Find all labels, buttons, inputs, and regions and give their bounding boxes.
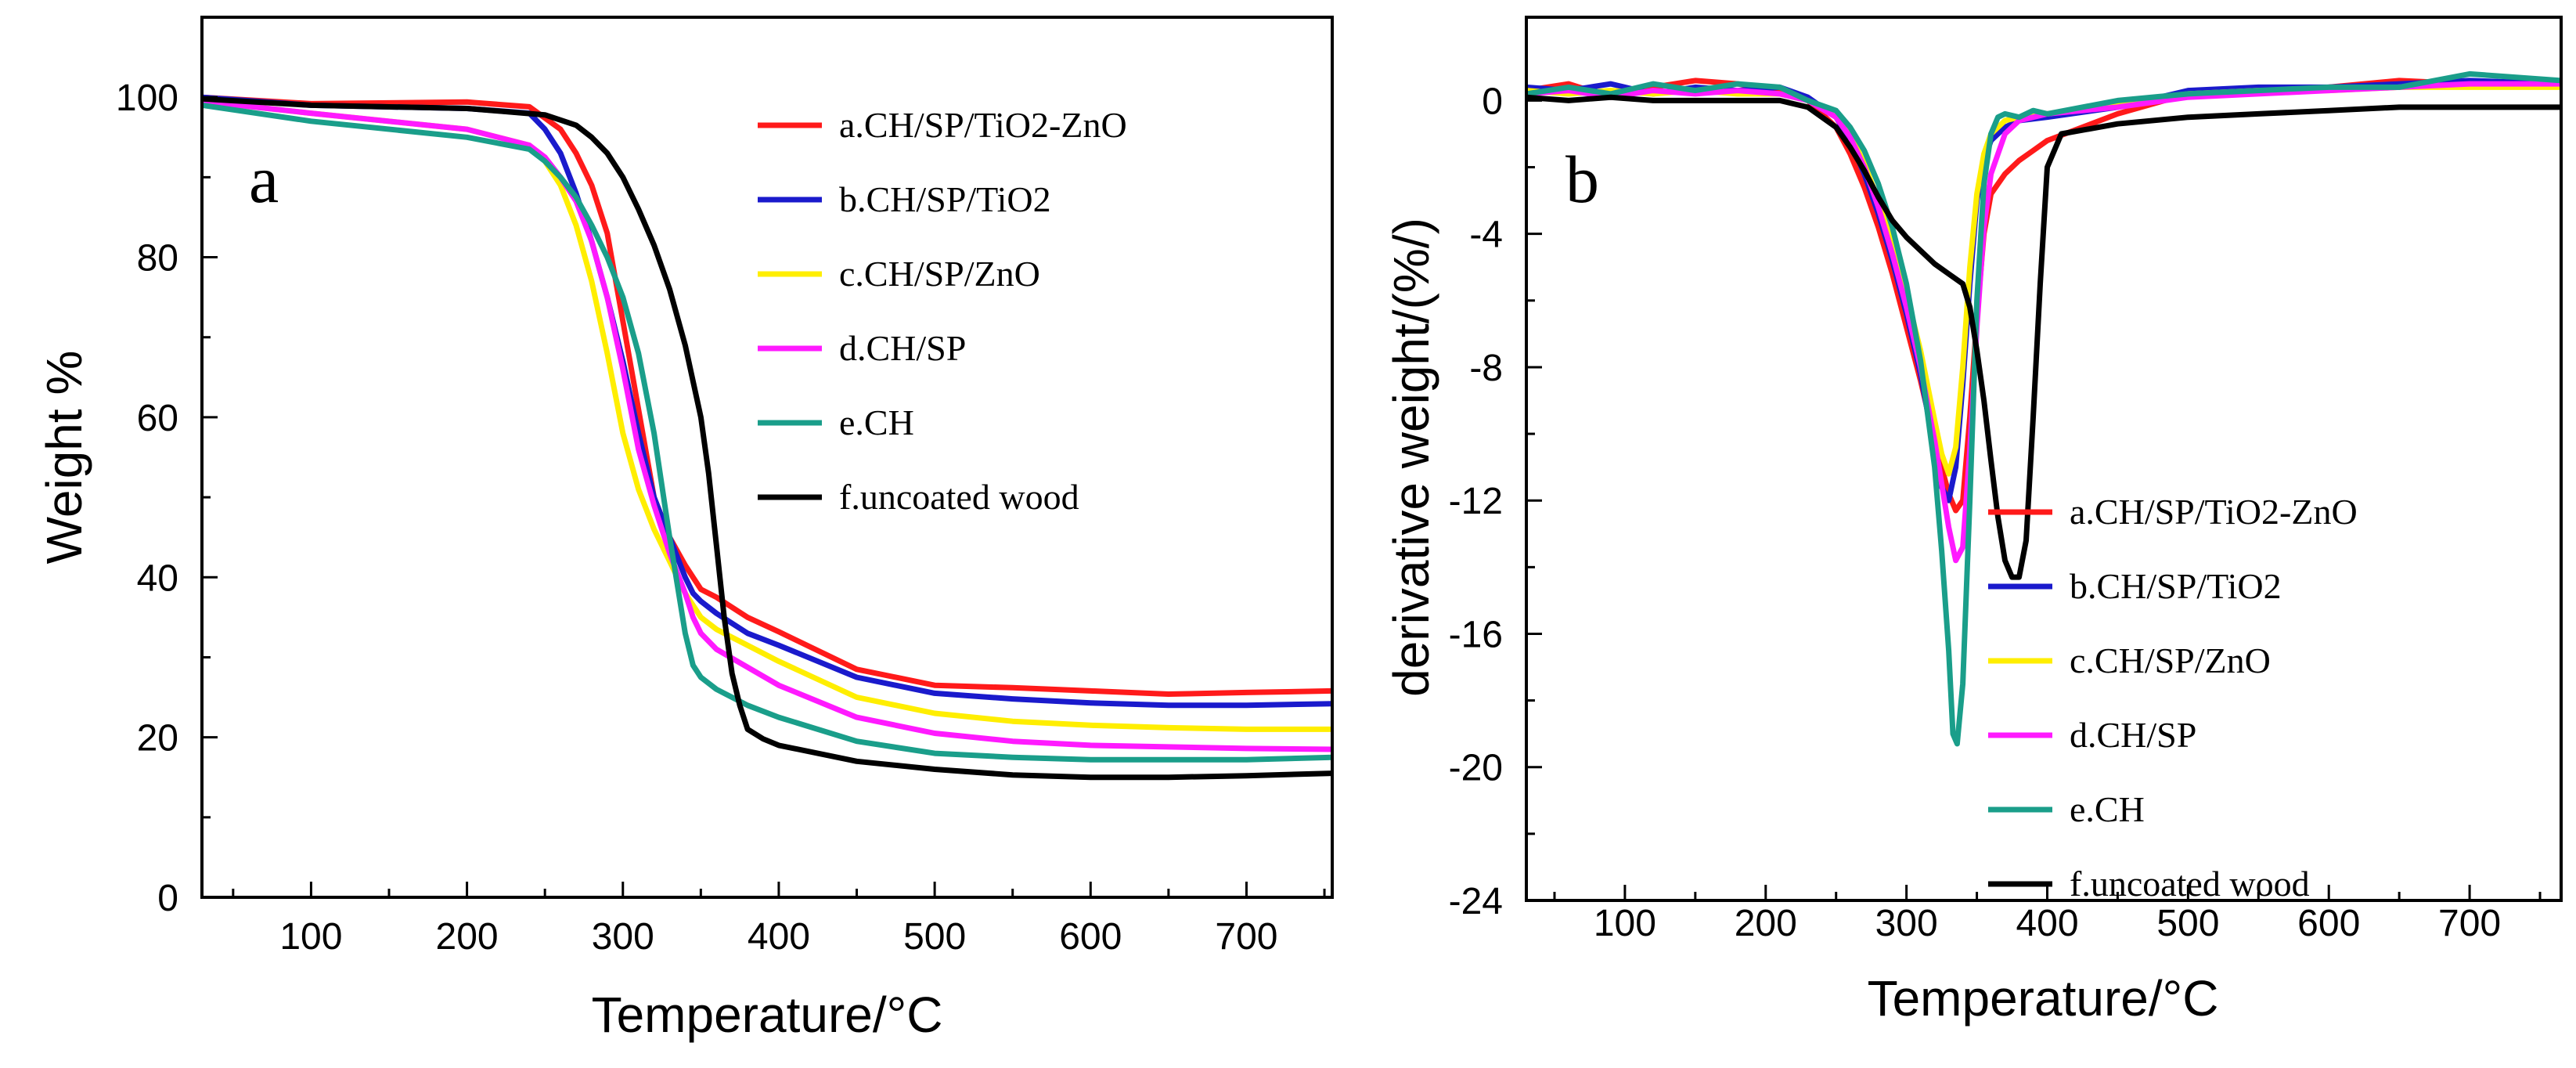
series-line-e [202, 102, 1332, 763]
legend-label: d.CH/SP [839, 328, 966, 368]
legend: a.CH/SP/TiO2-ZnO b.CH/SP/TiO2 c.CH/SP/ZnO d… [758, 105, 1127, 517]
x-tick-label: 100 [1594, 903, 1656, 944]
legend-label: d.CH/SP [2070, 715, 2196, 755]
legend-label: a.CH/SP/TiO2-ZnO [2070, 492, 2358, 532]
x-tick-label: 300 [592, 916, 654, 958]
y-axis-title: Weight % [36, 351, 92, 565]
x-tick-label: 600 [1059, 916, 1122, 958]
panel-b: 100 200 300 400 500 600 700 0 -4 -8 -12 -16 -20 -24 b T… [1383, 16, 2563, 1027]
x-tick-label: 400 [748, 916, 810, 958]
y-tick-label: 80 [137, 238, 178, 280]
y-tick-label: -12 [1449, 481, 1503, 522]
series-line-d [1526, 81, 2561, 564]
panel-a: 100 200 300 400 500 600 700 0 20 40 60 80 100 a Temper… [36, 16, 1334, 1043]
x-tick-label: 300 [1875, 903, 1938, 944]
legend-label: f.uncoated wood [839, 477, 1079, 517]
x-tick-label: 500 [2156, 903, 2219, 944]
series-line-c [202, 98, 1332, 732]
y-tick-label: 40 [137, 557, 178, 599]
panel-label: b [1565, 142, 1599, 217]
x-axis-title: Temperature/°C [592, 987, 943, 1043]
plot-frame [200, 16, 1334, 899]
legend-label: a.CH/SP/TiO2-ZnO [839, 105, 1127, 145]
y-tick-label: -20 [1449, 748, 1503, 789]
y-tick-label: 100 [116, 78, 178, 119]
y-tick-label: 0 [157, 878, 178, 919]
y-tick-label: -8 [1469, 348, 1503, 389]
series-line-f [202, 96, 1332, 781]
series-layer [202, 94, 1332, 781]
series-line-e [1526, 70, 2561, 747]
x-tick-label: 400 [2016, 903, 2078, 944]
legend-label: c.CH/SP/ZnO [2070, 640, 2271, 680]
legend-label: b.CH/SP/TiO2 [2070, 566, 2282, 606]
x-tick-label: 200 [436, 916, 499, 958]
legend-label: b.CH/SP/TiO2 [839, 179, 1051, 219]
x-axis-title: Temperature/°C [1868, 970, 2219, 1027]
legend-label: f.uncoated wood [2070, 864, 2310, 904]
plot-frame [1525, 16, 2563, 902]
x-tick-label: 100 [279, 916, 342, 958]
series-line-a [1526, 78, 2561, 514]
y-tick-label: 20 [137, 718, 178, 760]
y-tick-label: -4 [1469, 215, 1503, 256]
series-line-f [1526, 94, 2561, 580]
x-tick-label: 200 [1735, 903, 1797, 944]
legend: a.CH/SP/TiO2-ZnO b.CH/SP/TiO2 c.CH/SP/ZnO d… [1988, 492, 2358, 904]
y-tick-label: -24 [1449, 881, 1503, 922]
series-line-a [202, 94, 1332, 697]
y-tick-label: 60 [137, 398, 178, 439]
x-tick-label: 700 [2438, 903, 2501, 944]
y-tick-label: 0 [1482, 81, 1503, 122]
legend-label: e.CH [2070, 789, 2145, 829]
panel-label: a [249, 142, 279, 217]
series-layer [1526, 70, 2561, 747]
y-axis-title: derivative weight/(%/) [1383, 218, 1439, 697]
series-line-b [202, 94, 1332, 709]
legend-label: c.CH/SP/ZnO [839, 254, 1040, 294]
y-tick-label: -16 [1449, 614, 1503, 655]
x-tick-label: 600 [2297, 903, 2360, 944]
x-tick-label: 700 [1215, 916, 1277, 958]
x-tick-label: 500 [903, 916, 966, 958]
legend-label: e.CH [839, 402, 914, 442]
